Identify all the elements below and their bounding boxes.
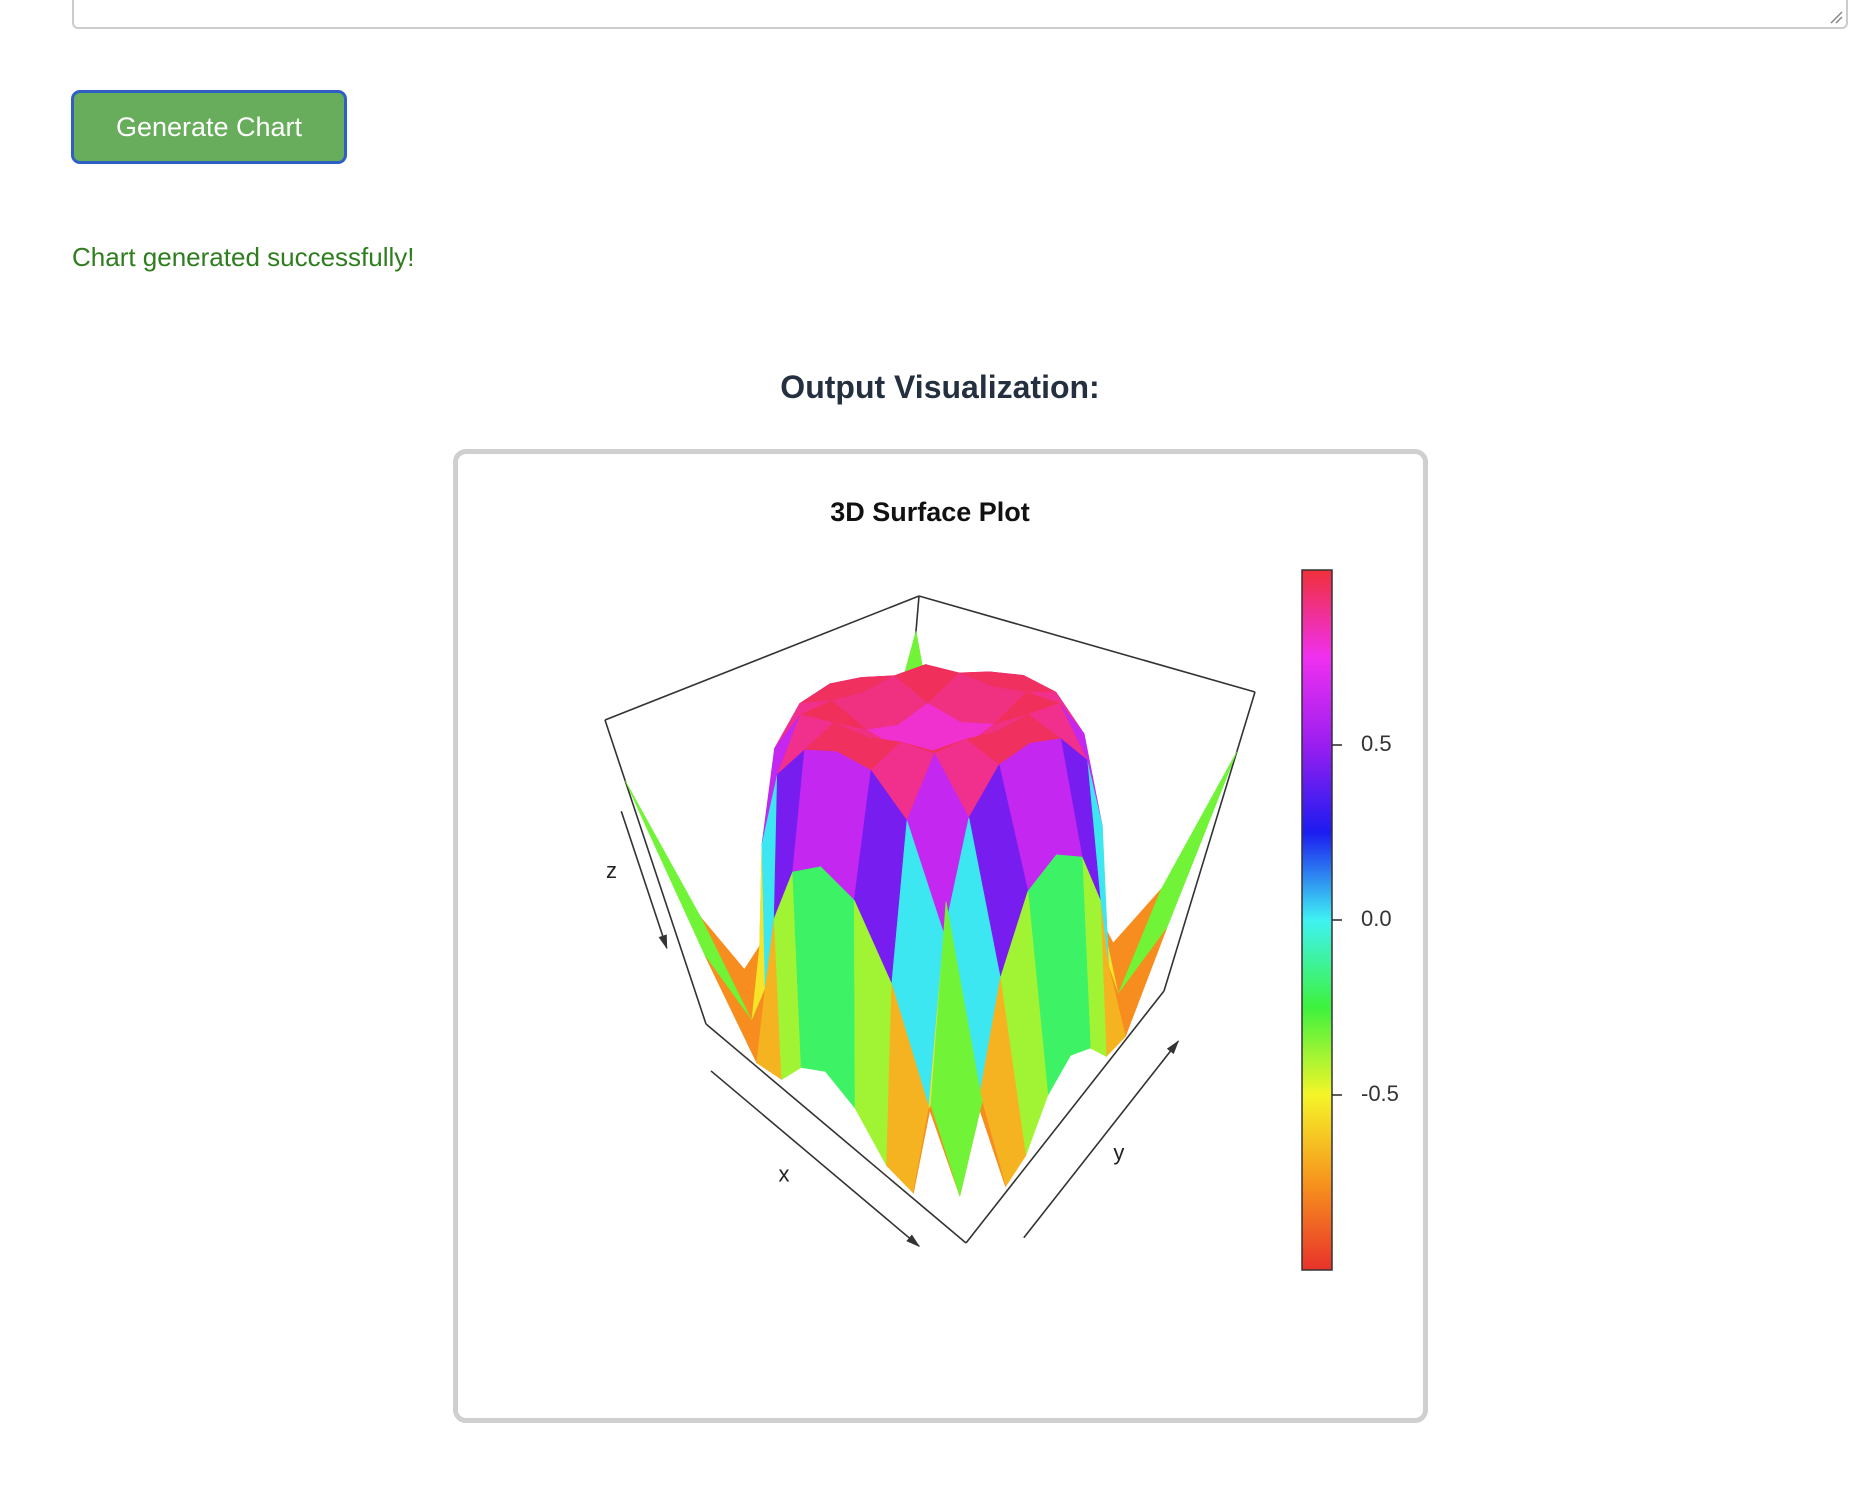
box-edge: [965, 990, 1165, 1244]
surface-cell: [820, 865, 856, 1110]
colorbar-tick-label: 0.5: [1361, 731, 1392, 756]
z-axis-label: z: [606, 858, 617, 883]
box-edge: [604, 595, 920, 721]
y-axis-arrow: [1023, 1040, 1180, 1239]
x-axis-arrow: [710, 1070, 921, 1248]
y-axis-label: y: [1113, 1140, 1124, 1165]
status-message: Chart generated successfully!: [72, 242, 415, 272]
generate-button[interactable]: Generate Chart: [71, 90, 347, 164]
text-input[interactable]: [72, 0, 1848, 29]
resize-grip: [1830, 11, 1843, 24]
box-edge: [1163, 691, 1256, 992]
surface-cell: [1117, 751, 1238, 995]
output-heading: Output Visualization:: [780, 369, 1100, 405]
x-axis-label: x: [779, 1161, 790, 1186]
box-edge: [604, 719, 707, 1025]
colorbar-tick-label: -0.5: [1361, 1081, 1399, 1106]
surface-cell: [930, 901, 983, 1198]
chart-title: 3D Surface Plot: [830, 497, 1030, 527]
z-axis-arrow: [620, 810, 668, 950]
surface-cell: [624, 780, 753, 1021]
box-edge: [705, 1023, 967, 1244]
colorbar-tick-label: 0.0: [1361, 906, 1392, 931]
colorbar: [1301, 569, 1333, 1271]
box-edge: [918, 595, 1256, 693]
chart-container: [453, 449, 1428, 1423]
